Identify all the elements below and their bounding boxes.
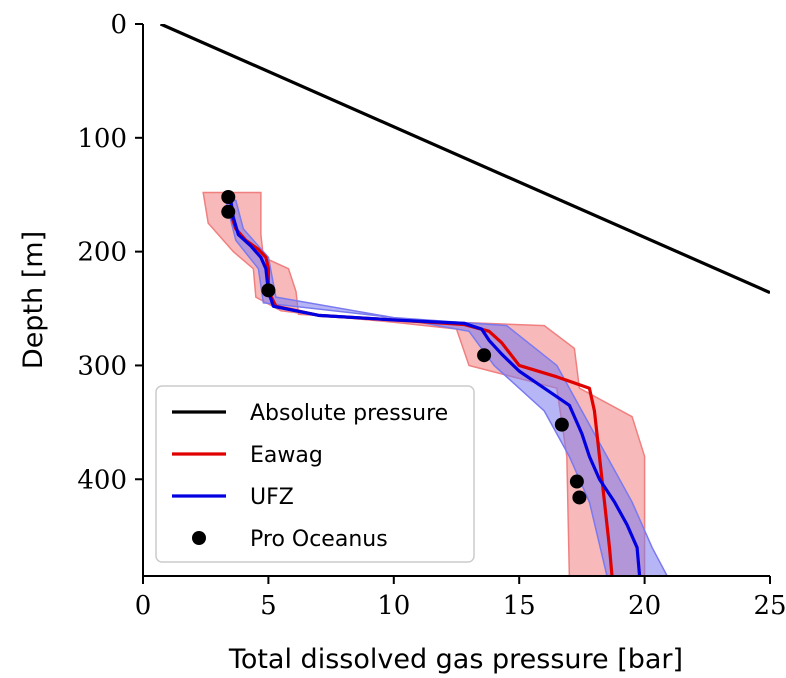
- y-tick-label: 200: [77, 238, 127, 268]
- point-pro-oceanus: [221, 204, 236, 219]
- x-tick-label: 0: [135, 591, 152, 621]
- x-tick-label: 15: [503, 591, 536, 621]
- legend-box: [155, 385, 475, 563]
- y-tick-label: 400: [77, 465, 127, 495]
- x-tick-label: 25: [753, 591, 786, 621]
- uncertainty-bands: [202, 191, 669, 576]
- point-pro-oceanus: [569, 474, 584, 489]
- y-tick-label: 100: [77, 124, 127, 154]
- point-pro-oceanus: [261, 283, 276, 298]
- point-pro-oceanus: [554, 417, 569, 432]
- y-tick-label: 300: [77, 351, 127, 381]
- x-tick-label: 20: [628, 591, 661, 621]
- legend: Absolute pressure Eawag UFZ Pro Oceanus: [155, 385, 475, 563]
- point-pro-oceanus: [477, 348, 492, 363]
- y-axis-label: Depth [m]: [18, 231, 49, 369]
- x-axis-ticks: 0 5 10 15 20 25: [135, 576, 786, 621]
- band-ufz: [224, 199, 669, 576]
- point-pro-oceanus: [221, 189, 236, 204]
- x-tick-label: 10: [377, 591, 410, 621]
- y-tick-label: 0: [110, 10, 127, 40]
- x-axis-label: Total dissolved gas pressure [bar]: [228, 644, 683, 675]
- legend-swatch: [192, 531, 206, 545]
- axes: [142, 24, 770, 577]
- series-lines: [159, 24, 770, 576]
- point-pro-oceanus: [572, 490, 587, 505]
- legend-label: Pro Oceanus: [250, 527, 388, 552]
- legend-label: Absolute pressure: [250, 401, 448, 426]
- line-absolute-pressure: [159, 24, 770, 295]
- legend-label: UFZ: [250, 485, 294, 510]
- x-tick-label: 5: [260, 591, 277, 621]
- y-axis-ticks: 0 100 200 300 400: [77, 10, 143, 495]
- legend-label: Eawag: [250, 443, 323, 468]
- scatter-points: [221, 189, 587, 505]
- line-ufz: [229, 200, 642, 576]
